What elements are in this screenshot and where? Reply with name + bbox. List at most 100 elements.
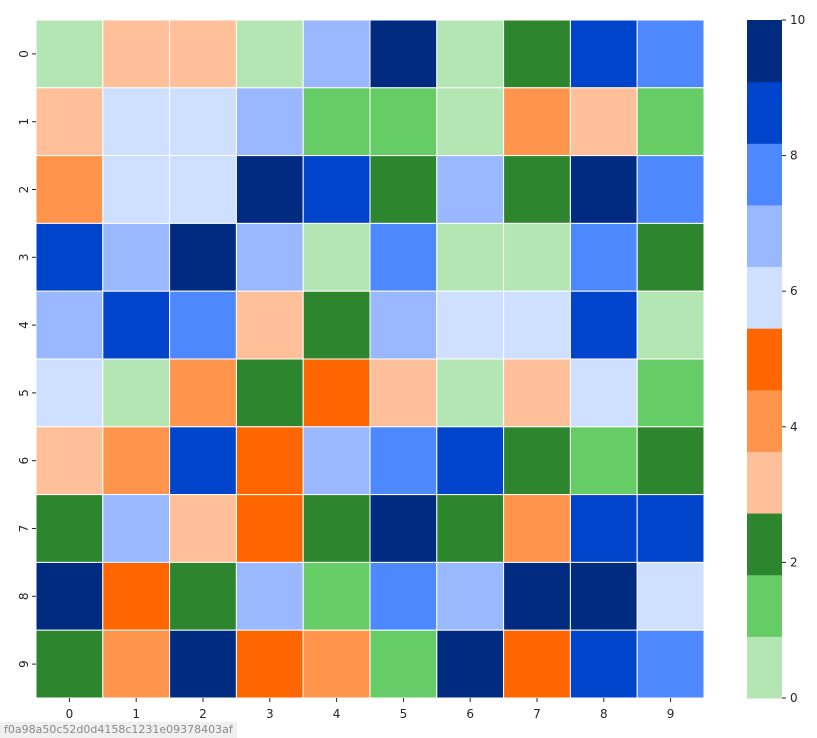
heatmap-cell (35, 561, 104, 631)
heatmap-cell (302, 561, 371, 631)
heatmap-cell (235, 561, 304, 631)
heatmap-cell (503, 290, 571, 360)
heatmap-cell (636, 155, 705, 224)
heatmap-cell (503, 358, 571, 428)
colorbar-band (747, 328, 782, 391)
colorbar-band (747, 143, 782, 206)
heatmap-cell (302, 222, 371, 292)
heatmap-cell (102, 290, 171, 360)
heatmap-cell (102, 426, 171, 496)
colorbar (747, 20, 782, 699)
heatmap-cell (169, 222, 237, 292)
heatmap-cell (503, 629, 571, 699)
heatmap-cell (235, 155, 304, 224)
heatmap-cell (369, 494, 438, 563)
heatmap-cell (436, 358, 505, 428)
y-tick-label: 2 (17, 186, 31, 194)
heatmap-cell (35, 358, 104, 428)
colorbar-tick-label: 2 (790, 555, 798, 569)
heatmap-cells (35, 19, 705, 699)
colorbar-band (747, 574, 782, 637)
heatmap-cell (503, 222, 571, 292)
heatmap-cell (369, 629, 438, 699)
x-tick-label: 3 (266, 707, 274, 721)
heatmap-cell (302, 87, 371, 157)
heatmap-cell (503, 155, 571, 224)
heatmap-cell (636, 426, 705, 496)
heatmap-cell (35, 494, 104, 563)
heatmap-cell (369, 358, 438, 428)
heatmap-cell (235, 358, 304, 428)
heatmap-cell (503, 494, 571, 563)
heatmap-cell (169, 561, 237, 631)
heatmap-cell (235, 426, 304, 496)
heatmap-cell (436, 426, 505, 496)
heatmap-cell (235, 494, 304, 563)
heatmap-cell (235, 19, 304, 89)
x-tick-label: 1 (132, 707, 140, 721)
heatmap-cell (569, 358, 638, 428)
colorbar-ticks: 0 2 4 6 8 10 (782, 13, 805, 705)
y-tick-label: 0 (17, 50, 31, 58)
heatmap-cell (436, 87, 505, 157)
x-tick-label: 7 (533, 707, 541, 721)
colorbar-band (747, 636, 782, 699)
heatmap-cell (169, 358, 237, 428)
heatmap-cell (636, 222, 705, 292)
heatmap-cell (102, 629, 171, 699)
colorbar-band (747, 451, 782, 514)
x-axis-ticks: 0 1 2 3 4 5 6 7 8 9 (66, 698, 674, 721)
heatmap-cell (369, 290, 438, 360)
y-tick-label: 4 (17, 321, 31, 329)
colorbar-band (747, 81, 782, 144)
heatmap-cell (102, 222, 171, 292)
heatmap-cell (102, 494, 171, 563)
heatmap-cell (569, 19, 638, 89)
heatmap-cell (169, 426, 237, 496)
heatmap-cell (169, 494, 237, 563)
heatmap-cell (369, 19, 438, 89)
heatmap-cell (436, 290, 505, 360)
heatmap-cell (35, 426, 104, 496)
colorbar-tick-label: 6 (790, 284, 798, 298)
heatmap-cell (369, 87, 438, 157)
x-tick-label: 6 (466, 707, 474, 721)
heatmap-cell (569, 561, 638, 631)
heatmap-cell (302, 629, 371, 699)
x-tick-label: 2 (199, 707, 207, 721)
heatmap-cell (569, 155, 638, 224)
x-tick-label: 4 (333, 707, 341, 721)
heatmap-cell (569, 222, 638, 292)
y-tick-label: 8 (17, 592, 31, 600)
heatmap-cell (569, 87, 638, 157)
y-tick-label: 3 (17, 253, 31, 261)
heatmap-cell (169, 19, 237, 89)
image-id-label: f0a98a50c52d0d4158c1231e09378403af (0, 722, 237, 738)
y-tick-label: 7 (17, 525, 31, 533)
heatmap-cell (235, 87, 304, 157)
heatmap-cell (302, 494, 371, 563)
heatmap-cell (569, 494, 638, 563)
heatmap-cell (235, 290, 304, 360)
heatmap-cell (102, 155, 171, 224)
heatmap-cell (503, 87, 571, 157)
heatmap-cell (436, 629, 505, 699)
colorbar-tick-label: 0 (790, 691, 798, 705)
y-tick-label: 1 (17, 118, 31, 126)
heatmap-cell (369, 222, 438, 292)
heatmap-cell (636, 358, 705, 428)
colorbar-band (747, 513, 782, 576)
heatmap-cell (102, 358, 171, 428)
heatmap-cell (302, 19, 371, 89)
heatmap-cell (102, 87, 171, 157)
heatmap-cell (636, 629, 705, 699)
heatmap-cell (636, 494, 705, 563)
heatmap-cell (436, 494, 505, 563)
colorbar-band (747, 266, 782, 329)
heatmap-cell (369, 426, 438, 496)
heatmap-cell (302, 358, 371, 428)
y-axis-ticks: 0 1 2 3 4 5 6 7 8 9 (17, 50, 36, 668)
heatmap-cell (569, 290, 638, 360)
colorbar-tick-label: 8 (790, 149, 798, 163)
